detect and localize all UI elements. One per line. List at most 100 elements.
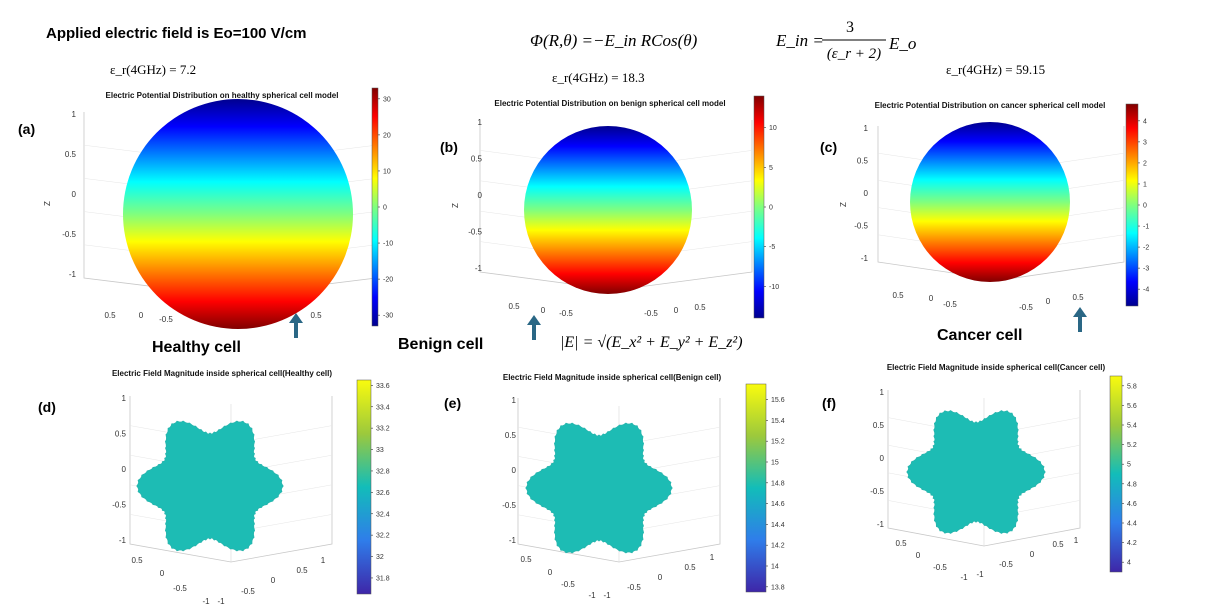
chart-title: Electric Potential Distribution on benig… xyxy=(494,99,725,108)
z-tick-label: -1 xyxy=(877,520,885,529)
y-tick-label: 0 xyxy=(658,573,663,582)
colorbar-tick-label: 0 xyxy=(383,205,387,212)
y-tick-label: 0 xyxy=(674,306,679,315)
z-tick-label: 0 xyxy=(72,190,77,199)
colorbar-tick-label: 33.6 xyxy=(376,383,390,390)
ein-equation-denominator: (ε_r + 2) xyxy=(827,46,881,62)
z-tick-label: -0.5 xyxy=(870,487,884,496)
colorbar-tick-label: 0 xyxy=(1143,203,1147,210)
colorbar-tick-label: 2 xyxy=(1143,160,1147,167)
colorbar-tick-label: 4 xyxy=(1143,118,1147,125)
colorbar-tick-label: 15 xyxy=(771,460,779,467)
z-tick-label: -0.5 xyxy=(62,230,76,239)
z-tick-label: -0.5 xyxy=(502,501,516,510)
y-tick-label: -1 xyxy=(976,570,984,579)
potential-sphere-surface xyxy=(910,122,1070,282)
field-magnitude-surface xyxy=(906,410,1046,534)
z-tick-label: 1 xyxy=(122,394,127,403)
z-tick-label: 1 xyxy=(880,388,885,397)
colorbar xyxy=(753,95,765,319)
colorbar-tick-label: 33.4 xyxy=(376,404,390,411)
potential-sphere-surface xyxy=(524,126,692,294)
colorbar-tick-label: 15.4 xyxy=(771,418,785,425)
z-tick-label: 0 xyxy=(512,466,517,475)
z-tick-label: 0.5 xyxy=(65,150,77,159)
healthy-permittivity: ε_r(4GHz) = 7.2 xyxy=(110,62,196,77)
chart-title: Electric Potential Distribution on cance… xyxy=(875,101,1106,110)
colorbar-tick-label: 10 xyxy=(769,125,777,132)
colorbar-tick-label: -2 xyxy=(1143,245,1149,252)
z-tick-label: 1 xyxy=(512,396,517,405)
colorbar-tick-label: -5 xyxy=(769,244,775,251)
colorbar-tick-label: 31.8 xyxy=(376,575,390,582)
panel-label: (e) xyxy=(444,395,461,411)
arrow-icon xyxy=(1073,307,1087,332)
colorbar-tick-label: 32.2 xyxy=(376,533,390,540)
y-tick-label: 0 xyxy=(1030,550,1035,559)
panel-label: (f) xyxy=(822,395,836,411)
z-tick-label: 0.5 xyxy=(857,157,869,166)
x-tick-label: 0.5 xyxy=(892,291,904,300)
colorbar-tick-label: 14.4 xyxy=(771,522,785,529)
arrow-icon xyxy=(527,315,541,340)
x-tick-label: 0 xyxy=(541,306,546,315)
chart-panel-b: (b) Electric Potential Distribution on be… xyxy=(440,95,779,319)
x-tick-label: -0.5 xyxy=(943,300,957,309)
z-tick-label: -1 xyxy=(119,536,127,545)
colorbar-tick-label: 33 xyxy=(376,447,384,454)
y-tick-label: 0 xyxy=(1046,297,1051,306)
y-tick-label: 0 xyxy=(271,576,276,585)
x-tick-label: 0.5 xyxy=(131,556,143,565)
z-tick-label: 0 xyxy=(122,465,127,474)
colorbar-tick-label: 4.6 xyxy=(1127,501,1137,508)
x-tick-label: 0 xyxy=(160,569,165,578)
x-tick-label: 0 xyxy=(548,568,553,577)
colorbar-tick-label: -10 xyxy=(769,284,779,291)
colorbar-tick-label: 13.8 xyxy=(771,584,785,591)
colorbar-tick-label: 4.2 xyxy=(1127,540,1137,547)
potential-sphere-surface xyxy=(123,99,353,329)
colorbar xyxy=(745,383,767,593)
chart-panel-f: (f) Electric Field Magnitude inside spher… xyxy=(822,363,1137,582)
benign-cell-label: Benign cell xyxy=(398,336,483,353)
colorbar-tick-label: 14.8 xyxy=(771,480,785,487)
colorbar-tick-label: 14.6 xyxy=(771,501,785,508)
colorbar-tick-label: 5 xyxy=(1127,462,1131,469)
colorbar xyxy=(1125,103,1139,307)
z-tick-label: 0 xyxy=(478,191,483,200)
colorbar-tick-label: 5 xyxy=(769,165,773,172)
colorbar-tick-label: 32.6 xyxy=(376,490,390,497)
colorbar-tick-label: 20 xyxy=(383,132,391,139)
field-magnitude-equation: |E| = √(E_x² + E_y² + E_z²) xyxy=(560,334,743,351)
y-tick-label: 0.5 xyxy=(1052,540,1064,549)
colorbar-tick-label: -30 xyxy=(383,313,393,320)
colorbar-tick-label: 32.8 xyxy=(376,468,390,475)
z-axis-label: Z xyxy=(451,203,460,208)
colorbar-tick-label: 33.2 xyxy=(376,426,390,433)
colorbar-tick-label: -20 xyxy=(383,277,393,284)
z-tick-label: -1 xyxy=(509,536,517,545)
healthy-cell-label: Healthy cell xyxy=(152,339,241,356)
chart-title: Electric Potential Distribution on healt… xyxy=(106,91,339,100)
colorbar-tick-label: 4.8 xyxy=(1127,481,1137,488)
y-tick-label: 0.5 xyxy=(1072,293,1084,302)
field-magnitude-surface xyxy=(525,422,673,554)
colorbar-tick-label: 14.2 xyxy=(771,543,785,550)
colorbar-tick-label: 32 xyxy=(376,554,384,561)
y-tick-label: -0.5 xyxy=(999,560,1013,569)
z-tick-label: -0.5 xyxy=(854,222,868,231)
y-tick-label: -1 xyxy=(217,597,225,606)
panel-label: (b) xyxy=(440,139,458,155)
z-axis-label: Z xyxy=(839,202,848,207)
chart-panel-d: (d) Electric Field Magnitude inside spher… xyxy=(38,369,390,606)
z-tick-label: 0.5 xyxy=(471,155,483,164)
z-tick-label: -1 xyxy=(861,254,869,263)
colorbar-tick-label: 0 xyxy=(769,205,773,212)
field-magnitude-surface xyxy=(136,420,284,552)
z-tick-label: -0.5 xyxy=(112,501,126,510)
z-tick-label: 0 xyxy=(880,454,885,463)
cancer-permittivity: ε_r(4GHz) = 59.15 xyxy=(946,62,1045,77)
colorbar-tick-label: 3 xyxy=(1143,139,1147,146)
colorbar-tick-label: -1 xyxy=(1143,224,1149,231)
